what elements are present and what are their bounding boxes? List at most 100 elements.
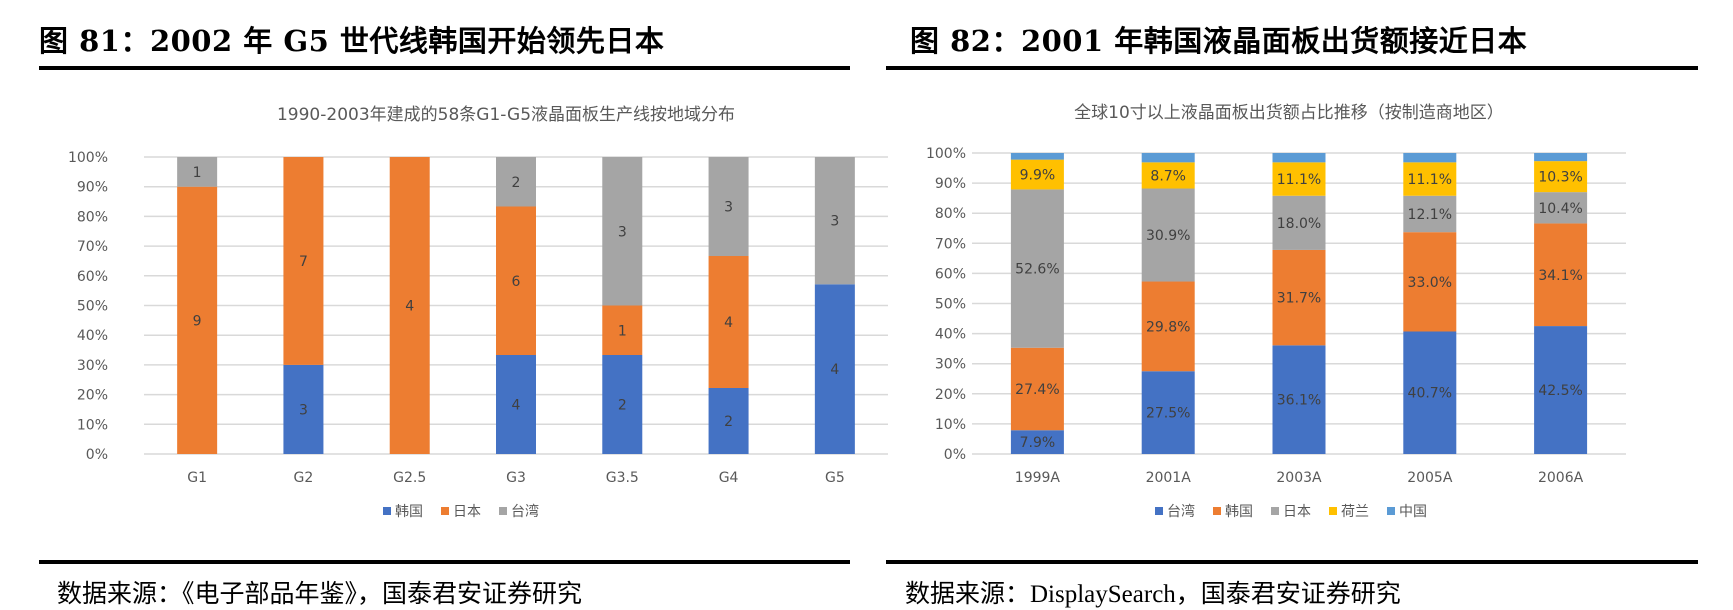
chart1-category-label: G3 <box>506 470 526 486</box>
chart2-bar-1999A-日本 <box>1010 189 1064 348</box>
chart1-ytick-label: 20% <box>77 388 108 404</box>
chart1-ytick-label: 0% <box>86 447 108 463</box>
chart2-bar-1999A-荷兰 <box>1010 159 1064 190</box>
chart1-bar-G3.5-日本 <box>602 305 643 355</box>
chart2-data-label: 30.9% <box>1146 228 1190 244</box>
chart1-data-label: 7 <box>299 254 308 270</box>
chart1-ytick-label: 70% <box>77 239 108 255</box>
chart2-bar-1999A-台湾 <box>1010 430 1064 454</box>
chart2-bar-2001A-荷兰 <box>1141 162 1195 189</box>
chart2-data-label: 10.3% <box>1538 170 1582 186</box>
chart1-legend-label: 日本 <box>453 504 481 520</box>
chart2-bar-2006A-中国 <box>1534 153 1588 162</box>
chart2-legend-swatch <box>1271 507 1279 515</box>
chart1-bar-G3.5-韩国 <box>602 355 643 454</box>
chart1-data-label: 6 <box>512 274 521 290</box>
chart1-data-label: 3 <box>618 224 627 240</box>
chart1-data-label: 1 <box>193 165 202 181</box>
chart2-bar-2003A-韩国 <box>1272 249 1326 346</box>
chart2-bar-1999A-韩国 <box>1010 347 1064 431</box>
chart2-legend-label: 韩国 <box>1225 504 1253 520</box>
chart1-bar-G3.5-台湾 <box>602 157 643 306</box>
chart2-category-label: 2001A <box>1146 470 1192 486</box>
chart1-ytick-label: 30% <box>77 358 108 374</box>
chart2-category-label: 2003A <box>1276 470 1322 486</box>
chart2-ytick-label: 80% <box>935 206 966 222</box>
chart1-ytick-label: 80% <box>77 209 108 225</box>
chart2-data-label: 18.0% <box>1277 216 1321 232</box>
chart1-ytick-label: 90% <box>77 180 108 196</box>
chart1-title: 1990-2003年建成的58条G1-G5液晶面板生产线按地域分布 <box>277 105 735 125</box>
chart2-ytick-label: 10% <box>935 417 966 433</box>
chart2-bar-2005A-韩国 <box>1403 232 1457 332</box>
chart1-ytick-label: 60% <box>77 269 108 285</box>
chart1-bar-G4-台湾 <box>708 157 749 256</box>
chart2-data-label: 29.8% <box>1146 319 1190 335</box>
chart1-bar-G5-韩国 <box>814 284 855 454</box>
chart2-ytick-label: 90% <box>935 176 966 192</box>
chart1-ytick-label: 40% <box>77 328 108 344</box>
chart1-bar-G5-台湾 <box>814 157 855 285</box>
chart2-bar-2006A-韩国 <box>1534 223 1588 327</box>
figure-81-source: 数据来源：《电子部品年鉴》，国泰君安证券研究 <box>57 581 583 608</box>
chart2-category-label: 2005A <box>1407 470 1453 486</box>
figure-81-bottom-rule <box>39 560 850 564</box>
chart1-data-label: 3 <box>830 214 839 230</box>
chart1-category-label: G5 <box>825 470 845 486</box>
chart1-data-label: 4 <box>724 315 733 331</box>
chart2-legend-swatch <box>1155 507 1163 515</box>
chart2-ytick-label: 0% <box>944 447 966 463</box>
chart1-data-label: 4 <box>830 362 839 378</box>
chart2-data-label: 36.1% <box>1277 393 1321 409</box>
chart2-ytick-label: 20% <box>935 387 966 403</box>
chart1-data-label: 1 <box>618 323 627 339</box>
figure-82-top-rule <box>886 66 1698 70</box>
chart2-bar-2006A-台湾 <box>1534 326 1588 454</box>
figure-81-top-rule <box>39 66 850 70</box>
chart2-bar-2003A-台湾 <box>1272 345 1326 454</box>
chart2-category-label: 1999A <box>1015 470 1061 486</box>
figure-82-source: 数据来源：DisplaySearch，国泰君安证券研究 <box>905 581 1401 608</box>
chart2-ytick-label: 100% <box>926 146 966 162</box>
chart2-bar-2003A-荷兰 <box>1272 162 1326 196</box>
chart1-data-label: 2 <box>618 398 627 414</box>
chart2-data-label: 52.6% <box>1015 262 1059 278</box>
chart2-bar-2005A-荷兰 <box>1403 162 1457 196</box>
chart2-legend-swatch <box>1387 507 1395 515</box>
chart1-bar-G4-日本 <box>708 256 749 388</box>
chart2-data-label: 12.1% <box>1408 207 1452 223</box>
chart2-ytick-label: 30% <box>935 357 966 373</box>
chart2-data-label: 27.4% <box>1015 382 1059 398</box>
chart2-data-label: 11.1% <box>1277 172 1321 188</box>
chart2-data-label: 11.1% <box>1408 172 1452 188</box>
chart1-legend-swatch <box>499 507 507 515</box>
chart1-bar-G4-韩国 <box>708 388 749 454</box>
chart1-category-label: G3.5 <box>606 470 639 486</box>
chart1-category-label: G4 <box>719 470 739 486</box>
chart2-bar-2001A-韩国 <box>1141 281 1195 372</box>
chart2-bar-2006A-日本 <box>1534 192 1588 224</box>
chart1-ytick-label: 10% <box>77 417 108 433</box>
chart2-legend-label: 日本 <box>1283 504 1311 520</box>
figure-81-title: 图 81：2002 年 G5 世代线韩国开始领先日本 <box>39 24 665 58</box>
chart2-bar-2005A-日本 <box>1403 195 1457 233</box>
chart2-bar-2005A-中国 <box>1403 153 1457 163</box>
chart2-category-label: 2006A <box>1538 470 1584 486</box>
chart1-data-label: 2 <box>724 414 733 430</box>
chart2-bar-2005A-台湾 <box>1403 331 1457 454</box>
chart2-bar-2001A-日本 <box>1141 188 1195 282</box>
chart2-data-label: 42.5% <box>1538 383 1582 399</box>
chart2-ytick-label: 60% <box>935 266 966 282</box>
chart2-ytick-label: 50% <box>935 297 966 313</box>
chart2-data-label: 7.9% <box>1020 435 1056 451</box>
chart1-legend-swatch <box>441 507 449 515</box>
chart1-category-label: G2 <box>294 470 314 486</box>
chart1-bar-G2-韩国 <box>283 364 324 454</box>
chart1-bar-G1-日本 <box>177 186 218 454</box>
chart2-legend-label: 荷兰 <box>1341 504 1369 520</box>
chart2-legend-swatch <box>1213 507 1221 515</box>
chart1-data-label: 3 <box>724 200 733 216</box>
chart2-data-label: 31.7% <box>1277 291 1321 307</box>
chart1-bar-G1-台湾 <box>177 157 218 187</box>
